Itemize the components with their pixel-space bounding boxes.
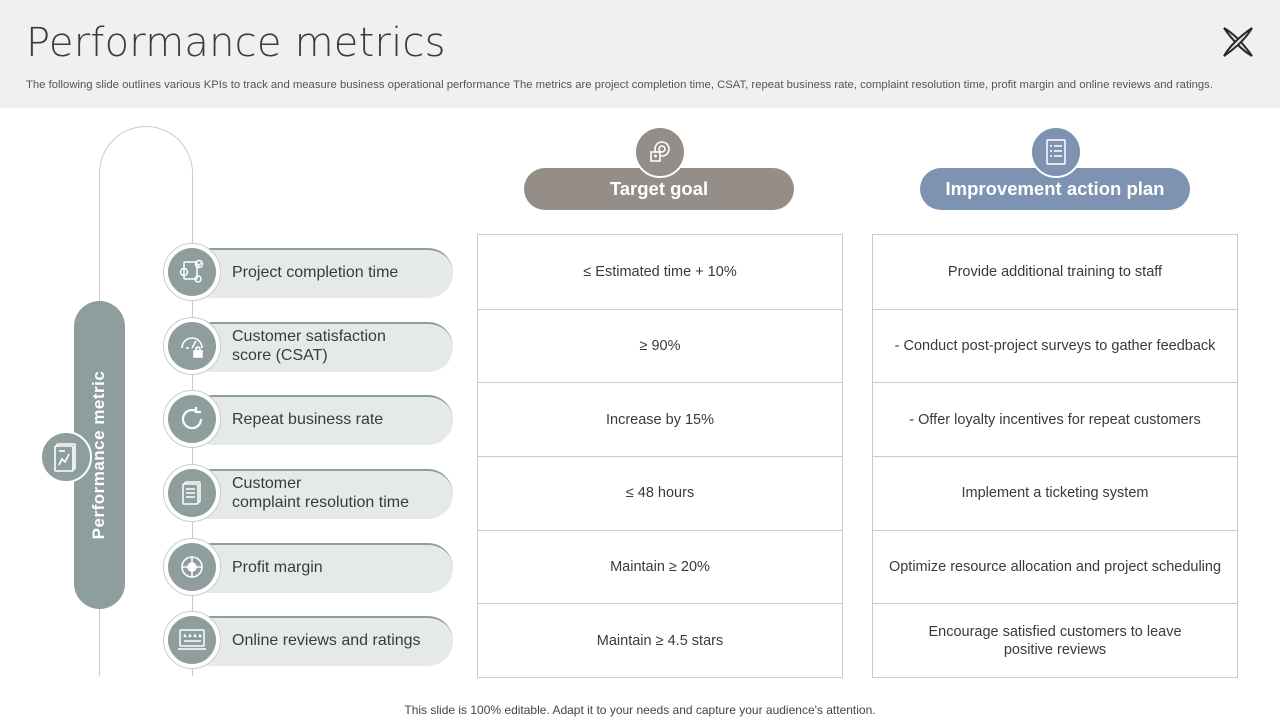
metric-label: Online reviews and ratings	[232, 631, 421, 649]
target-goal-table: ≤ Estimated time + 10% ≥ 90% Increase by…	[477, 234, 843, 679]
action-plan-cell: Encourage satisfied customers to leave p…	[873, 603, 1237, 677]
performance-metric-label: Performance metric	[89, 370, 108, 540]
metric-pill	[187, 322, 453, 372]
checklist-icon	[1030, 126, 1082, 178]
metric-label: Customer satisfaction score (CSAT)	[232, 328, 386, 364]
slide-header: Performance metrics The following slide …	[0, 0, 1280, 108]
target-goal-cell: ≤ 48 hours	[478, 456, 842, 530]
metric-row: Customer satisfaction score (CSAT)	[163, 317, 455, 375]
metric-label: Project completion time	[232, 263, 399, 281]
metric-row: Repeat business rate	[163, 390, 455, 448]
page-title: Performance metrics	[26, 20, 446, 66]
action-plan-cell: Provide additional training to staff	[947, 263, 1163, 280]
rating-stars-icon	[163, 611, 221, 669]
metric-pill	[187, 395, 453, 445]
target-goal-cell: ≥ 90%	[478, 308, 842, 383]
profit-pie-icon	[163, 538, 221, 596]
action-plan-cell: Optimize resource allocation and project…	[873, 529, 1237, 604]
metric-row: Online reviews and ratings	[163, 611, 455, 669]
project-gears-icon	[163, 243, 221, 301]
satisfaction-meter-icon	[163, 317, 221, 375]
action-plan-table: Provide additional training to staff - C…	[872, 234, 1238, 679]
metric-row: Customer complaint resolution time	[163, 464, 455, 522]
footer-note: This slide is 100% editable. Adapt it to…	[404, 703, 876, 717]
action-plan-cell: Implement a ticketing system	[873, 456, 1237, 530]
page-subtitle: The following slide outlines various KPI…	[26, 79, 1213, 91]
metric-pill	[187, 543, 453, 593]
target-goal-cell: Increase by 15%	[478, 382, 842, 456]
document-stack-icon	[163, 464, 221, 522]
action-plan-cell: - Conduct post-project surveys to gather…	[873, 308, 1237, 383]
metric-row: Project completion time	[163, 243, 455, 301]
metric-label: Repeat business rate	[232, 410, 384, 428]
metric-pill	[187, 248, 453, 298]
action-plan-cell: - Offer loyalty incentives for repeat cu…	[873, 382, 1237, 456]
refresh-icon	[163, 390, 221, 448]
target-goal-cell: ≤ Estimated time + 10%	[583, 263, 737, 280]
metric-row: Profit margin	[163, 538, 455, 596]
target-goal-icon	[634, 126, 686, 178]
target-goal-cell: Maintain ≥ 4.5 stars	[478, 603, 842, 677]
metric-pill	[187, 616, 453, 666]
chart-document-icon	[40, 431, 92, 483]
target-goal-cell: Maintain ≥ 20%	[478, 529, 842, 604]
metric-label: Profit margin	[232, 558, 323, 576]
company-logo-icon	[1223, 27, 1253, 57]
metric-pill	[187, 469, 453, 519]
metric-label: Customer complaint resolution time	[232, 475, 409, 511]
